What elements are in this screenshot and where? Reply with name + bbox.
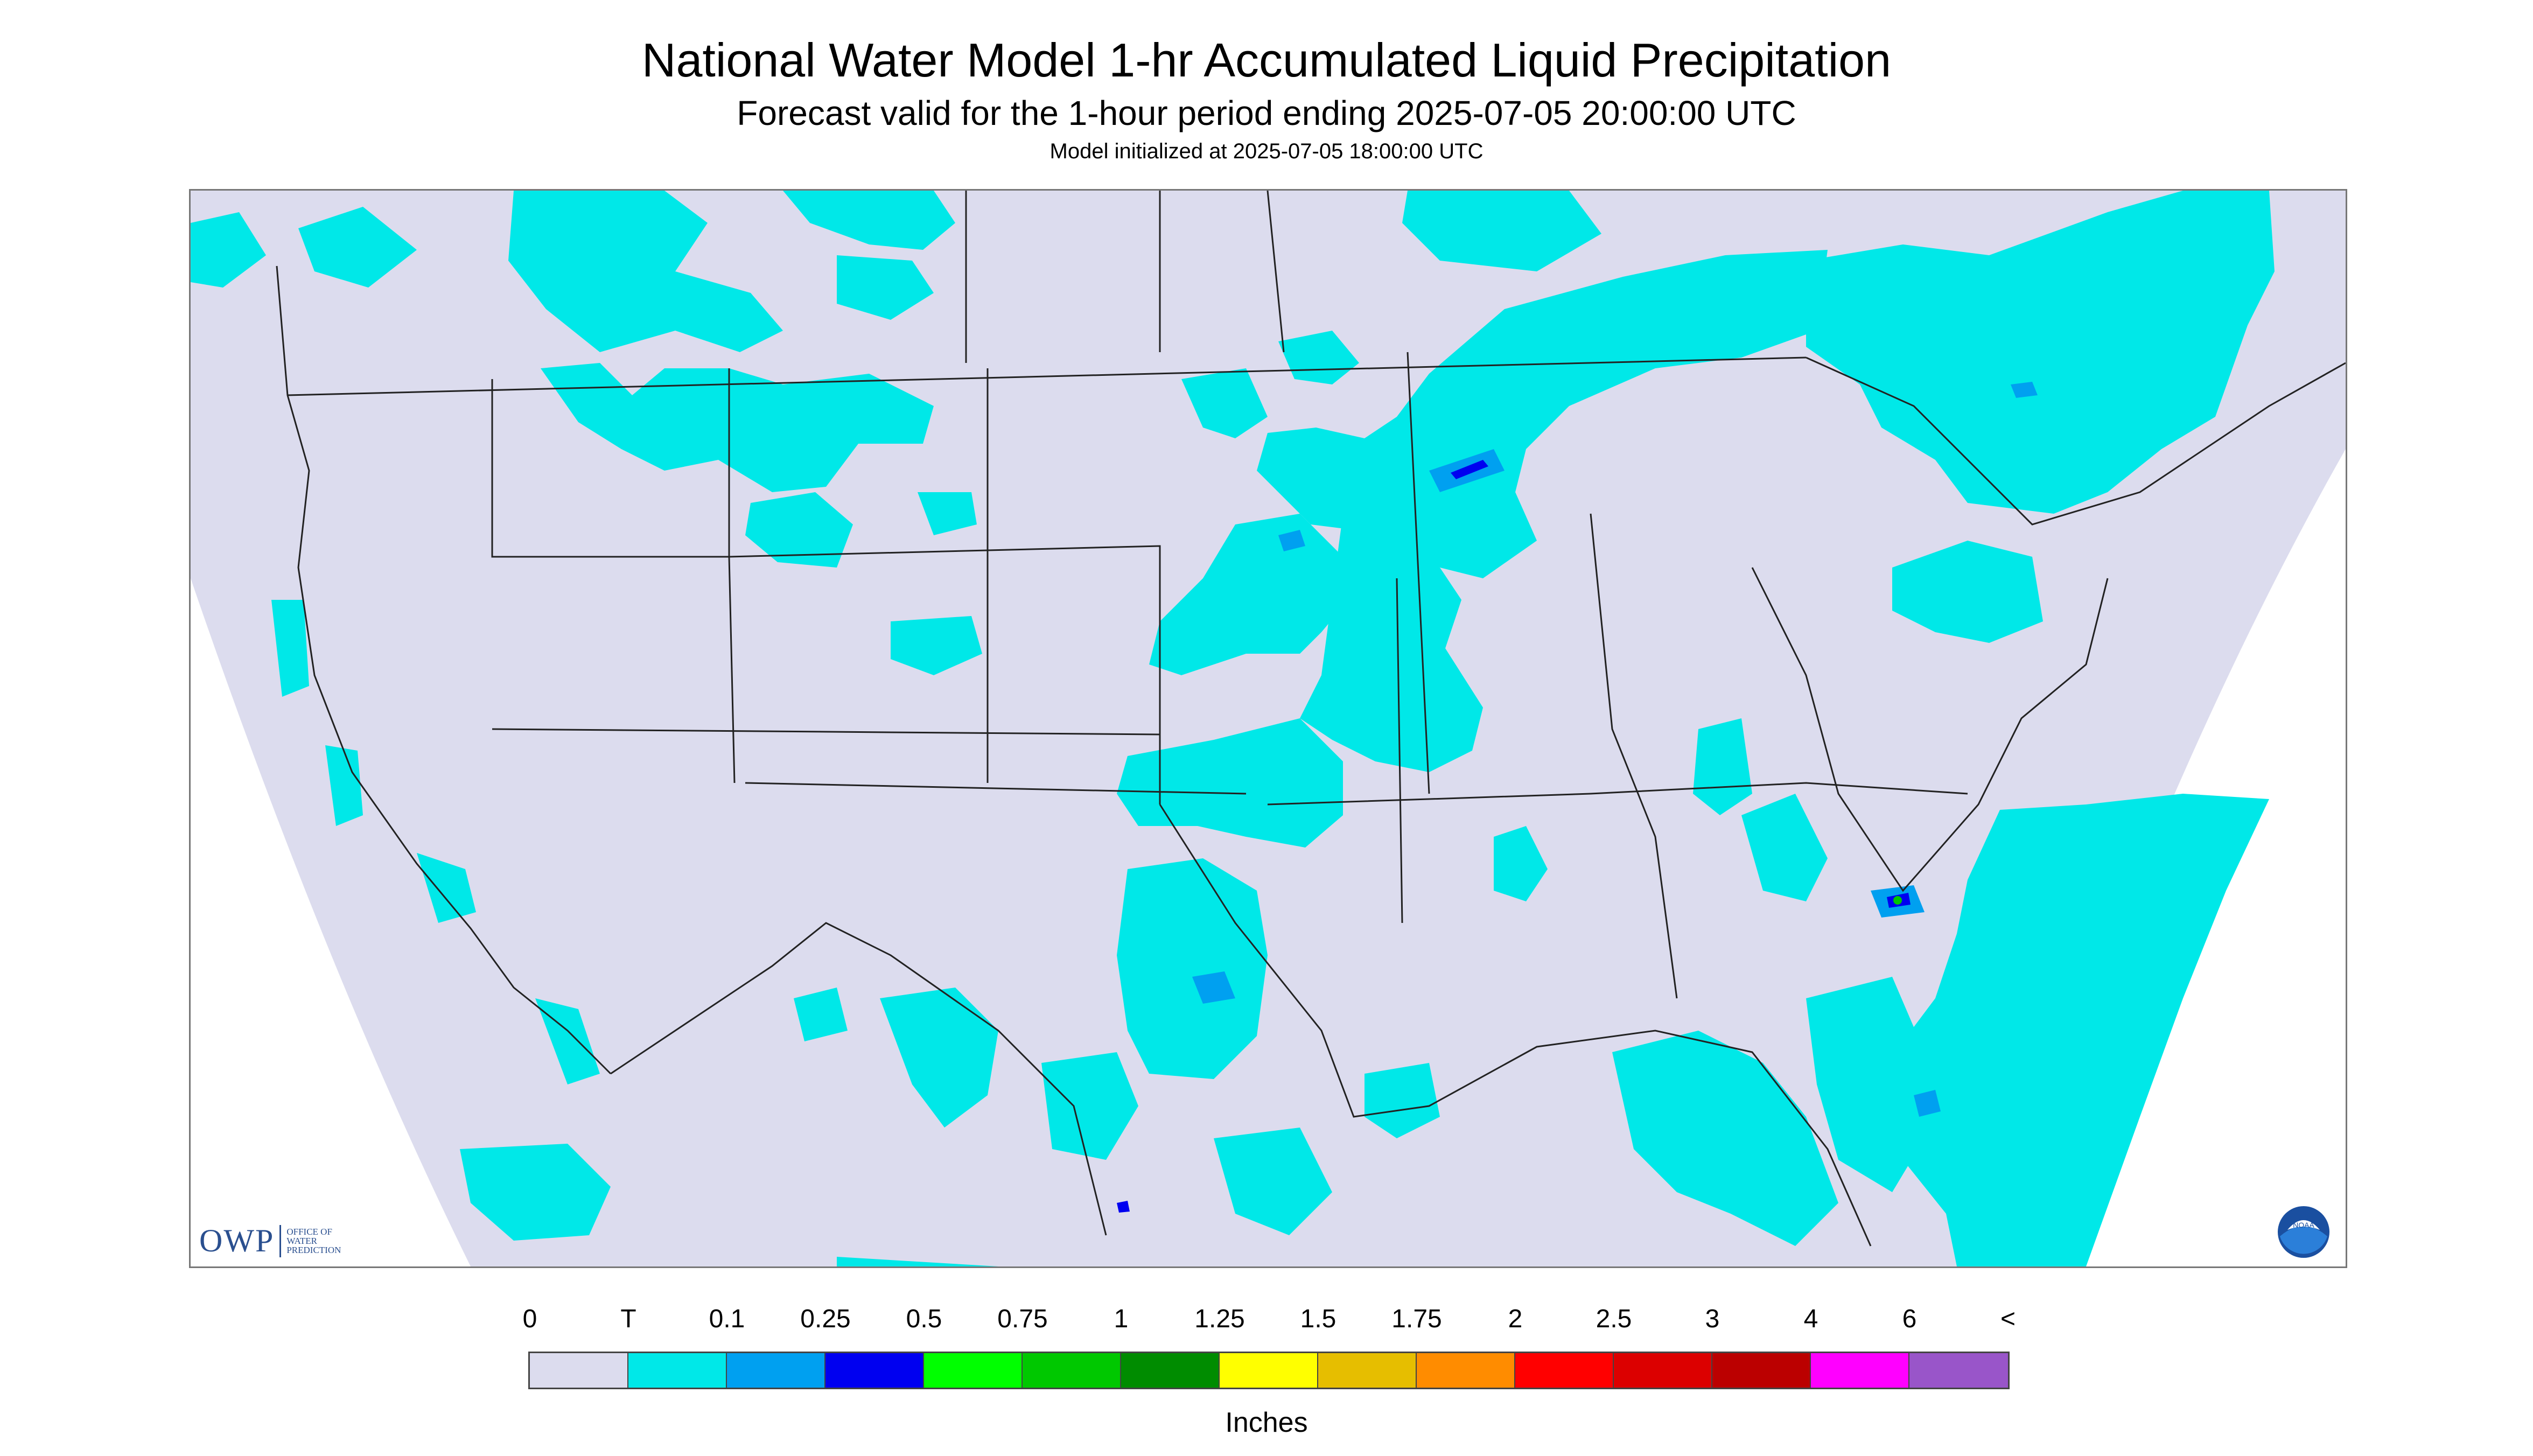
precip-heavy-layer — [1117, 460, 1911, 1213]
legend-tick-label: 6 — [1902, 1305, 1917, 1333]
legend-color-box — [1121, 1353, 1220, 1388]
precip-peak-cell — [1893, 896, 1902, 905]
legend-tick-label: T — [620, 1305, 636, 1333]
owp-logo-text: Office of Water Prediction — [286, 1227, 341, 1255]
owp-logo-divider — [279, 1224, 282, 1257]
legend-color-box — [628, 1353, 727, 1388]
legend-tick-label: 2.5 — [1596, 1305, 1632, 1333]
legend-tick-label: 0.75 — [997, 1305, 1048, 1333]
legend-color-box — [1515, 1353, 1614, 1388]
legend-tick-label: 0.25 — [800, 1305, 851, 1333]
map-title: National Water Model 1-hr Accumulated Li… — [641, 33, 1892, 87]
legend-color-box — [1220, 1353, 1318, 1388]
legend-color-box — [1318, 1353, 1417, 1388]
map-canvas — [191, 191, 2346, 1266]
legend-color-box — [1909, 1353, 2008, 1388]
legend-color-box — [1811, 1353, 1909, 1388]
legend: 0 T 0.1 0.25 0.5 0.75 1 1.25 1.5 1.75 2 2.5 3 4 6 < — [0, 1292, 2533, 1454]
legend-color-box — [825, 1353, 924, 1388]
legend-tick-label: 0.1 — [709, 1305, 745, 1333]
legend-tick-label: 1.25 — [1194, 1305, 1245, 1333]
owp-logo-line-3: Prediction — [286, 1245, 341, 1255]
legend-color-box — [1712, 1353, 1811, 1388]
legend-tick-label: 4 — [1803, 1305, 1818, 1333]
legend-tick-label: 1 — [1114, 1305, 1129, 1333]
owp-logo-line-1: Office of — [286, 1227, 332, 1237]
legend-tick-label: 3 — [1705, 1305, 1720, 1333]
legend-tick-label: 1.75 — [1391, 1305, 1442, 1333]
legend-color-box — [924, 1353, 1023, 1388]
legend-tick-label: 1.5 — [1300, 1305, 1337, 1333]
legend-color-box — [727, 1353, 825, 1388]
legend-color-bar — [528, 1352, 2010, 1389]
owp-logo: OWP Office of Water Prediction — [199, 1222, 341, 1259]
political-boundaries — [276, 191, 2346, 1247]
noaa-logo: NOAA — [2277, 1205, 2331, 1262]
forecast-valid-subtitle: Forecast valid for the 1-hour period end… — [737, 94, 1796, 132]
legend-tick-label: 2 — [1508, 1305, 1523, 1333]
owp-logo-mark: OWP — [199, 1223, 275, 1258]
legend-tick-label: 0 — [522, 1305, 537, 1333]
legend-color-box — [530, 1353, 628, 1388]
legend-color-box — [1614, 1353, 1712, 1388]
legend-tick-label: 0.5 — [906, 1305, 942, 1333]
model-initialized-line: Model initialized at 2025-07-05 18:00:00… — [1049, 139, 1484, 163]
precipitation-map — [189, 189, 2347, 1268]
legend-color-box — [1023, 1353, 1121, 1388]
owp-logo-line-2: Water — [286, 1236, 318, 1246]
legend-tick-label: < — [2000, 1305, 2016, 1333]
precip-trace-layer — [191, 191, 2275, 1266]
noaa-logo-text: NOAA — [2293, 1221, 2314, 1229]
legend-units: Inches — [1225, 1407, 1308, 1438]
noaa-emblem-icon: NOAA — [2278, 1206, 2329, 1258]
legend-color-box — [1417, 1353, 1515, 1388]
